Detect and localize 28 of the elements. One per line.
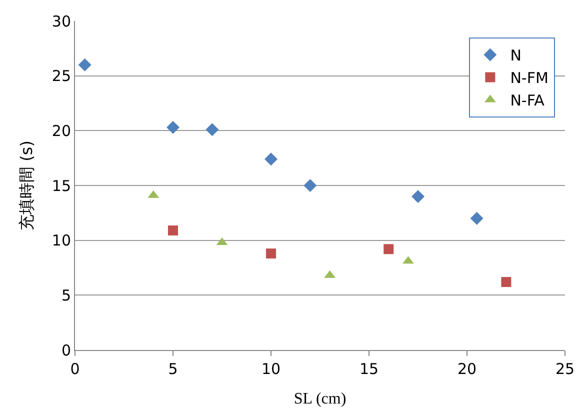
point xyxy=(168,225,178,236)
point xyxy=(264,152,278,166)
y-tick-label: 25 xyxy=(52,67,71,86)
x-tick-label: 15 xyxy=(359,360,379,378)
y-tick-label: 10 xyxy=(52,232,71,250)
y-tick-label: 30 xyxy=(52,12,71,30)
point xyxy=(384,244,394,254)
legend-label: N-FA xyxy=(510,92,546,110)
y-tick-label: 15 xyxy=(52,176,71,195)
y-tick-label: 5 xyxy=(61,286,71,304)
x-tick-label: 10 xyxy=(261,360,281,378)
y-tick-label: 20 xyxy=(52,122,71,140)
x-axis-title: SL (cm) xyxy=(294,390,346,408)
x-tick-label: 5 xyxy=(168,360,178,378)
point xyxy=(412,190,424,203)
point xyxy=(206,123,219,136)
point xyxy=(501,277,512,288)
point xyxy=(166,120,180,134)
legend-label: N-FM xyxy=(510,69,548,88)
y-tick-label: 0 xyxy=(61,341,71,360)
legend-label: N xyxy=(510,46,522,65)
point xyxy=(304,179,317,192)
point xyxy=(78,58,92,72)
x-tick-label: 25 xyxy=(555,360,575,378)
point xyxy=(470,212,484,225)
y-axis-title: 充填時間 (s) xyxy=(16,140,36,230)
x-tick-label: 20 xyxy=(457,360,477,378)
point xyxy=(266,248,276,258)
